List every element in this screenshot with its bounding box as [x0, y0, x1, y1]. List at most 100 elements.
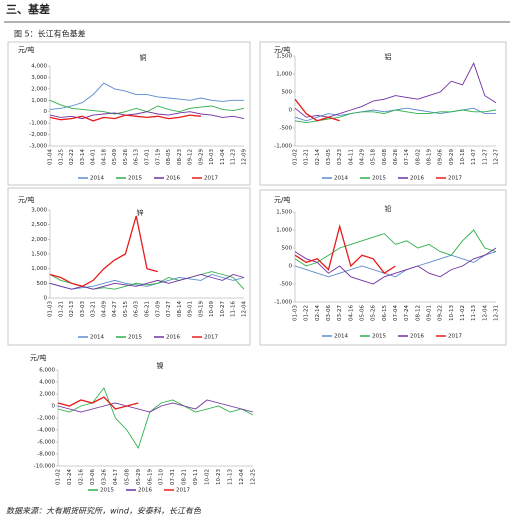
x-tick-label: 08-12: [415, 305, 421, 321]
x-tick-label: 11-16: [231, 301, 237, 317]
x-tick-label: 07-04: [393, 305, 399, 321]
x-tick-label: 04-01: [91, 149, 97, 165]
x-tick-label: 04-09: [101, 301, 107, 317]
x-tick-label: 09-06: [438, 149, 444, 165]
y-axis-label: 元/吨: [274, 45, 290, 54]
x-tick-label: 12-27: [494, 149, 500, 165]
y-tick-label: 0: [52, 404, 56, 410]
series-line: [49, 82, 244, 110]
legend-label: 2014: [334, 176, 348, 182]
legend-label: 2017: [176, 488, 190, 494]
y-tick-label: 1,000: [276, 72, 292, 78]
x-tick-label: 08-05: [166, 149, 172, 165]
x-tick-label: 03-06: [90, 469, 96, 485]
y-tick-label: -6,000: [37, 440, 55, 446]
y-tick-label: 2,000: [31, 86, 47, 92]
y-axis-label: 元/吨: [18, 45, 34, 54]
y-tick-label: -3,000: [29, 144, 47, 150]
y-tick-label: -2,000: [37, 416, 55, 422]
x-tick-label: 11-04: [220, 149, 226, 165]
x-tick-label: 09-29: [449, 149, 455, 165]
y-tick-label: 3,000: [31, 208, 47, 214]
chart-title: 铜: [140, 53, 147, 62]
y-tick-label: -10,000: [34, 464, 56, 470]
y-tick-label: 500: [282, 246, 293, 252]
legend-label: 2014: [90, 176, 104, 182]
x-tick-label: 07-19: [155, 149, 161, 165]
x-tick-label: 01-21: [304, 149, 310, 165]
series-line: [294, 223, 396, 275]
x-tick-label: 05-08: [124, 469, 130, 485]
x-tick-label: 12-09: [242, 149, 248, 165]
y-tick-label: 2,000: [31, 237, 47, 243]
x-tick-label: 03-26: [101, 469, 107, 485]
y-tick-label: -8,000: [37, 452, 55, 458]
series-line: [57, 396, 139, 410]
x-tick-label: 10-18: [460, 149, 466, 165]
x-tick-label: 09-01: [427, 305, 433, 321]
x-tick-label: 01-24: [67, 469, 73, 485]
chart: 铅 元/吨 -1,000 -500 0 500 1,000 1,500 01-03 01-22 02…: [259, 189, 507, 346]
x-tick-label: 06-19: [147, 469, 153, 485]
x-tick-label: 04-11: [348, 149, 354, 165]
legend-label: 2015: [128, 335, 142, 341]
x-tick-label: 03-27: [337, 305, 343, 321]
x-tick-label: 05-18: [371, 149, 377, 165]
y-tick-label: 500: [282, 90, 293, 96]
chart: 镍 元/吨 -10,000 -8,000 -6,000 -4,000 -2,000 0 2,00…: [30, 353, 257, 494]
legend-label: 2016: [138, 488, 152, 494]
y-tick-label: 500: [37, 281, 48, 287]
y-tick-label: 4,000: [31, 64, 47, 70]
y-tick-label: 1,000: [31, 266, 47, 272]
y-tick-label: -1,000: [274, 300, 292, 306]
legend-label: 2016: [410, 176, 424, 182]
legend-label: 2016: [410, 334, 424, 340]
legend-label: 2017: [448, 334, 462, 340]
y-tick-label: -2,000: [29, 132, 47, 138]
x-tick-label: 05-26: [123, 149, 129, 165]
x-tick-label: 07-27: [166, 301, 172, 317]
x-tick-label: 03-05: [326, 149, 332, 165]
series-line: [57, 399, 254, 413]
legend-label: 2017: [204, 335, 218, 341]
chart: 铜 元/吨 -3,000 -2,000 -1,000 0 1,000 2,000 3,000 4,…: [7, 41, 251, 186]
x-tick-label: 12-04: [239, 469, 245, 485]
x-tick-label: 04-16: [348, 305, 354, 321]
x-tick-label: 06-03: [134, 301, 140, 317]
legend-label: 2015: [128, 176, 142, 182]
x-tick-label: 02-14: [315, 305, 321, 321]
y-axis-label: 元/吨: [18, 195, 34, 204]
y-tick-label: -500: [280, 282, 293, 288]
series-line: [294, 98, 340, 122]
x-tick-label: 07-10: [159, 469, 165, 485]
x-tick-label: 09-01: [188, 301, 194, 317]
legend-label: 2014: [90, 335, 104, 341]
y-tick-label: -1,000: [29, 121, 47, 127]
x-tick-label: 03-21: [91, 301, 97, 317]
x-tick-label: 03-23: [337, 149, 343, 165]
y-tick-label: 2,500: [31, 222, 47, 228]
legend-label: 2015: [100, 488, 114, 494]
x-tick-label: 10-13: [449, 305, 455, 321]
x-tick-label: 11-13: [228, 469, 234, 485]
x-tick-label: 03-14: [80, 149, 86, 165]
x-tick-label: 09-11: [193, 469, 199, 485]
y-tick-label: 1,500: [276, 54, 292, 60]
x-tick-label: 05-26: [371, 305, 377, 321]
x-tick-label: 11-13: [471, 305, 477, 321]
legend-label: 2017: [448, 176, 462, 182]
y-tick-label: 1,500: [276, 210, 292, 216]
x-tick-label: 05-09: [112, 149, 118, 165]
x-tick-label: 02-13: [69, 301, 75, 317]
x-tick-label: 08-19: [427, 149, 433, 165]
x-tick-label: 04-17: [113, 469, 119, 485]
x-tick-label: 03-06: [326, 305, 332, 321]
x-tick-label: 06-21: [145, 301, 151, 317]
x-tick-label: 02-14: [315, 149, 321, 165]
x-tick-label: 01-03: [293, 305, 299, 321]
x-tick-label: 04-18: [101, 149, 107, 165]
y-tick-label: 1,500: [31, 252, 47, 258]
x-tick-label: 01-21: [58, 301, 64, 317]
